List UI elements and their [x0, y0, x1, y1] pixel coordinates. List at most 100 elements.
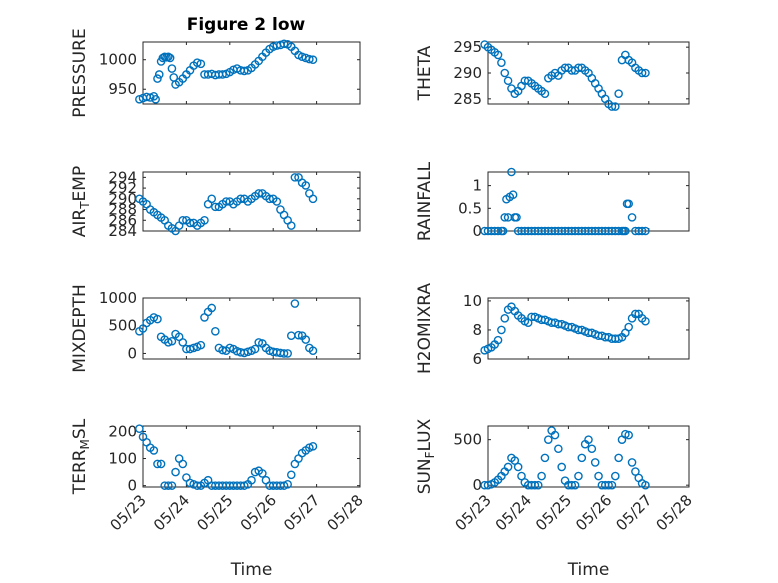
- subplot-mixdepth: 0 500 1000 MIXDEPTH: [70, 284, 361, 373]
- data-point: [641, 316, 650, 326]
- data-point: [500, 314, 510, 323]
- subplot-terr_msl: 05/23 05/24 05/25 05/26 05/27 05/28 0 100 200 TER…: [70, 418, 367, 580]
- data-point: [305, 54, 314, 64]
- data-point: [211, 326, 220, 336]
- subplot-h2omixra: 6 8 10 H2OMIXRA: [415, 283, 690, 374]
- data-point: [153, 459, 162, 469]
- data-point: [574, 471, 583, 481]
- y-tick-label: 0: [127, 477, 137, 495]
- y-axis-label: TERRMSL: [70, 418, 92, 495]
- series-air_temp: [135, 173, 318, 236]
- figure-title: Figure 2 low: [187, 15, 306, 35]
- y-tick-label: 288: [108, 201, 137, 219]
- data-point: [308, 442, 318, 451]
- data-point: [272, 197, 282, 206]
- data-point: [587, 444, 597, 454]
- data-point: [507, 167, 516, 177]
- axes-frame: [142, 41, 361, 105]
- x-axis-label: Time: [230, 560, 273, 580]
- data-point: [537, 471, 546, 481]
- data-point: [500, 68, 510, 78]
- x-tick-label: 05/28: [653, 491, 696, 534]
- y-tick-label: 10: [463, 292, 482, 310]
- data-point: [164, 52, 173, 62]
- data-point: [624, 322, 634, 332]
- subplot-pressure: 950 1000 PRESSURE: [70, 28, 361, 118]
- data-point: [151, 94, 160, 104]
- y-tick-label: 0.5: [458, 199, 482, 217]
- data-point: [258, 469, 267, 478]
- data-point: [614, 453, 623, 463]
- y-tick-label: 294: [108, 168, 137, 186]
- data-point: [631, 309, 640, 319]
- y-tick-label: 0: [472, 222, 482, 240]
- y-tick-label: 6: [472, 350, 482, 368]
- data-point: [164, 481, 173, 490]
- x-tick-label: 05/27: [280, 491, 323, 534]
- data-point: [196, 59, 206, 69]
- axes-frame: [487, 171, 690, 232]
- x-tick-label: 05/25: [532, 491, 575, 534]
- series-rainfall: [480, 167, 650, 236]
- y-axis-label: RAINFALL: [415, 161, 435, 241]
- data-point: [153, 74, 162, 83]
- data-point: [178, 459, 188, 469]
- y-tick-label: 1000: [99, 289, 137, 307]
- data-point: [641, 226, 650, 236]
- data-point: [607, 102, 617, 111]
- y-tick-label: 200: [108, 422, 137, 440]
- y-tick-label: 1: [472, 177, 482, 195]
- data-point: [135, 424, 144, 434]
- series-terr_msl: [135, 424, 318, 490]
- data-point: [627, 213, 637, 222]
- data-point: [497, 325, 506, 335]
- data-point: [236, 194, 245, 204]
- subplot-rainfall: 0 0.5 1 RAINFALL: [415, 161, 690, 241]
- data-point: [135, 94, 144, 104]
- data-point: [577, 453, 587, 463]
- data-point: [624, 430, 634, 440]
- data-point: [594, 471, 603, 481]
- subplot-theta: 285 290 295 THETA: [415, 38, 690, 111]
- data-point: [584, 435, 593, 444]
- data-point: [308, 194, 318, 204]
- y-axis-label: H2OMIXRA: [415, 283, 435, 374]
- data-point: [590, 458, 600, 467]
- data-point: [167, 64, 177, 73]
- y-tick-label: 0: [127, 344, 137, 362]
- data-point: [604, 480, 613, 490]
- data-point: [631, 467, 640, 476]
- series-pressure: [135, 39, 318, 104]
- y-axis-label: AIRTEMP: [70, 166, 92, 237]
- data-point: [185, 218, 195, 228]
- x-tick-label: 05/25: [193, 491, 236, 534]
- data-point: [627, 458, 637, 467]
- data-point: [641, 68, 650, 78]
- data-point: [221, 197, 231, 206]
- data-point: [503, 76, 513, 86]
- data-point: [171, 467, 180, 477]
- x-tick-label: 05/23: [452, 491, 495, 534]
- series-mixdepth: [135, 299, 318, 358]
- data-point: [218, 70, 227, 79]
- data-point: [211, 202, 220, 212]
- data-point: [207, 194, 217, 204]
- data-point: [192, 58, 202, 67]
- x-tick-label: 05/23: [107, 491, 150, 534]
- data-point: [153, 314, 162, 324]
- data-point: [637, 68, 647, 78]
- data-point: [178, 215, 188, 225]
- y-tick-label: 292: [108, 179, 137, 197]
- data-point: [145, 93, 155, 102]
- data-point: [207, 303, 217, 313]
- data-point: [265, 194, 274, 204]
- x-axis-label: Time: [567, 560, 610, 580]
- data-point: [544, 435, 553, 444]
- data-point: [493, 50, 503, 60]
- y-tick-label: 285: [453, 90, 482, 108]
- y-tick-label: 100: [108, 450, 137, 468]
- data-point: [550, 430, 560, 440]
- data-point: [200, 215, 209, 225]
- data-point: [167, 336, 177, 346]
- data-point: [641, 480, 650, 490]
